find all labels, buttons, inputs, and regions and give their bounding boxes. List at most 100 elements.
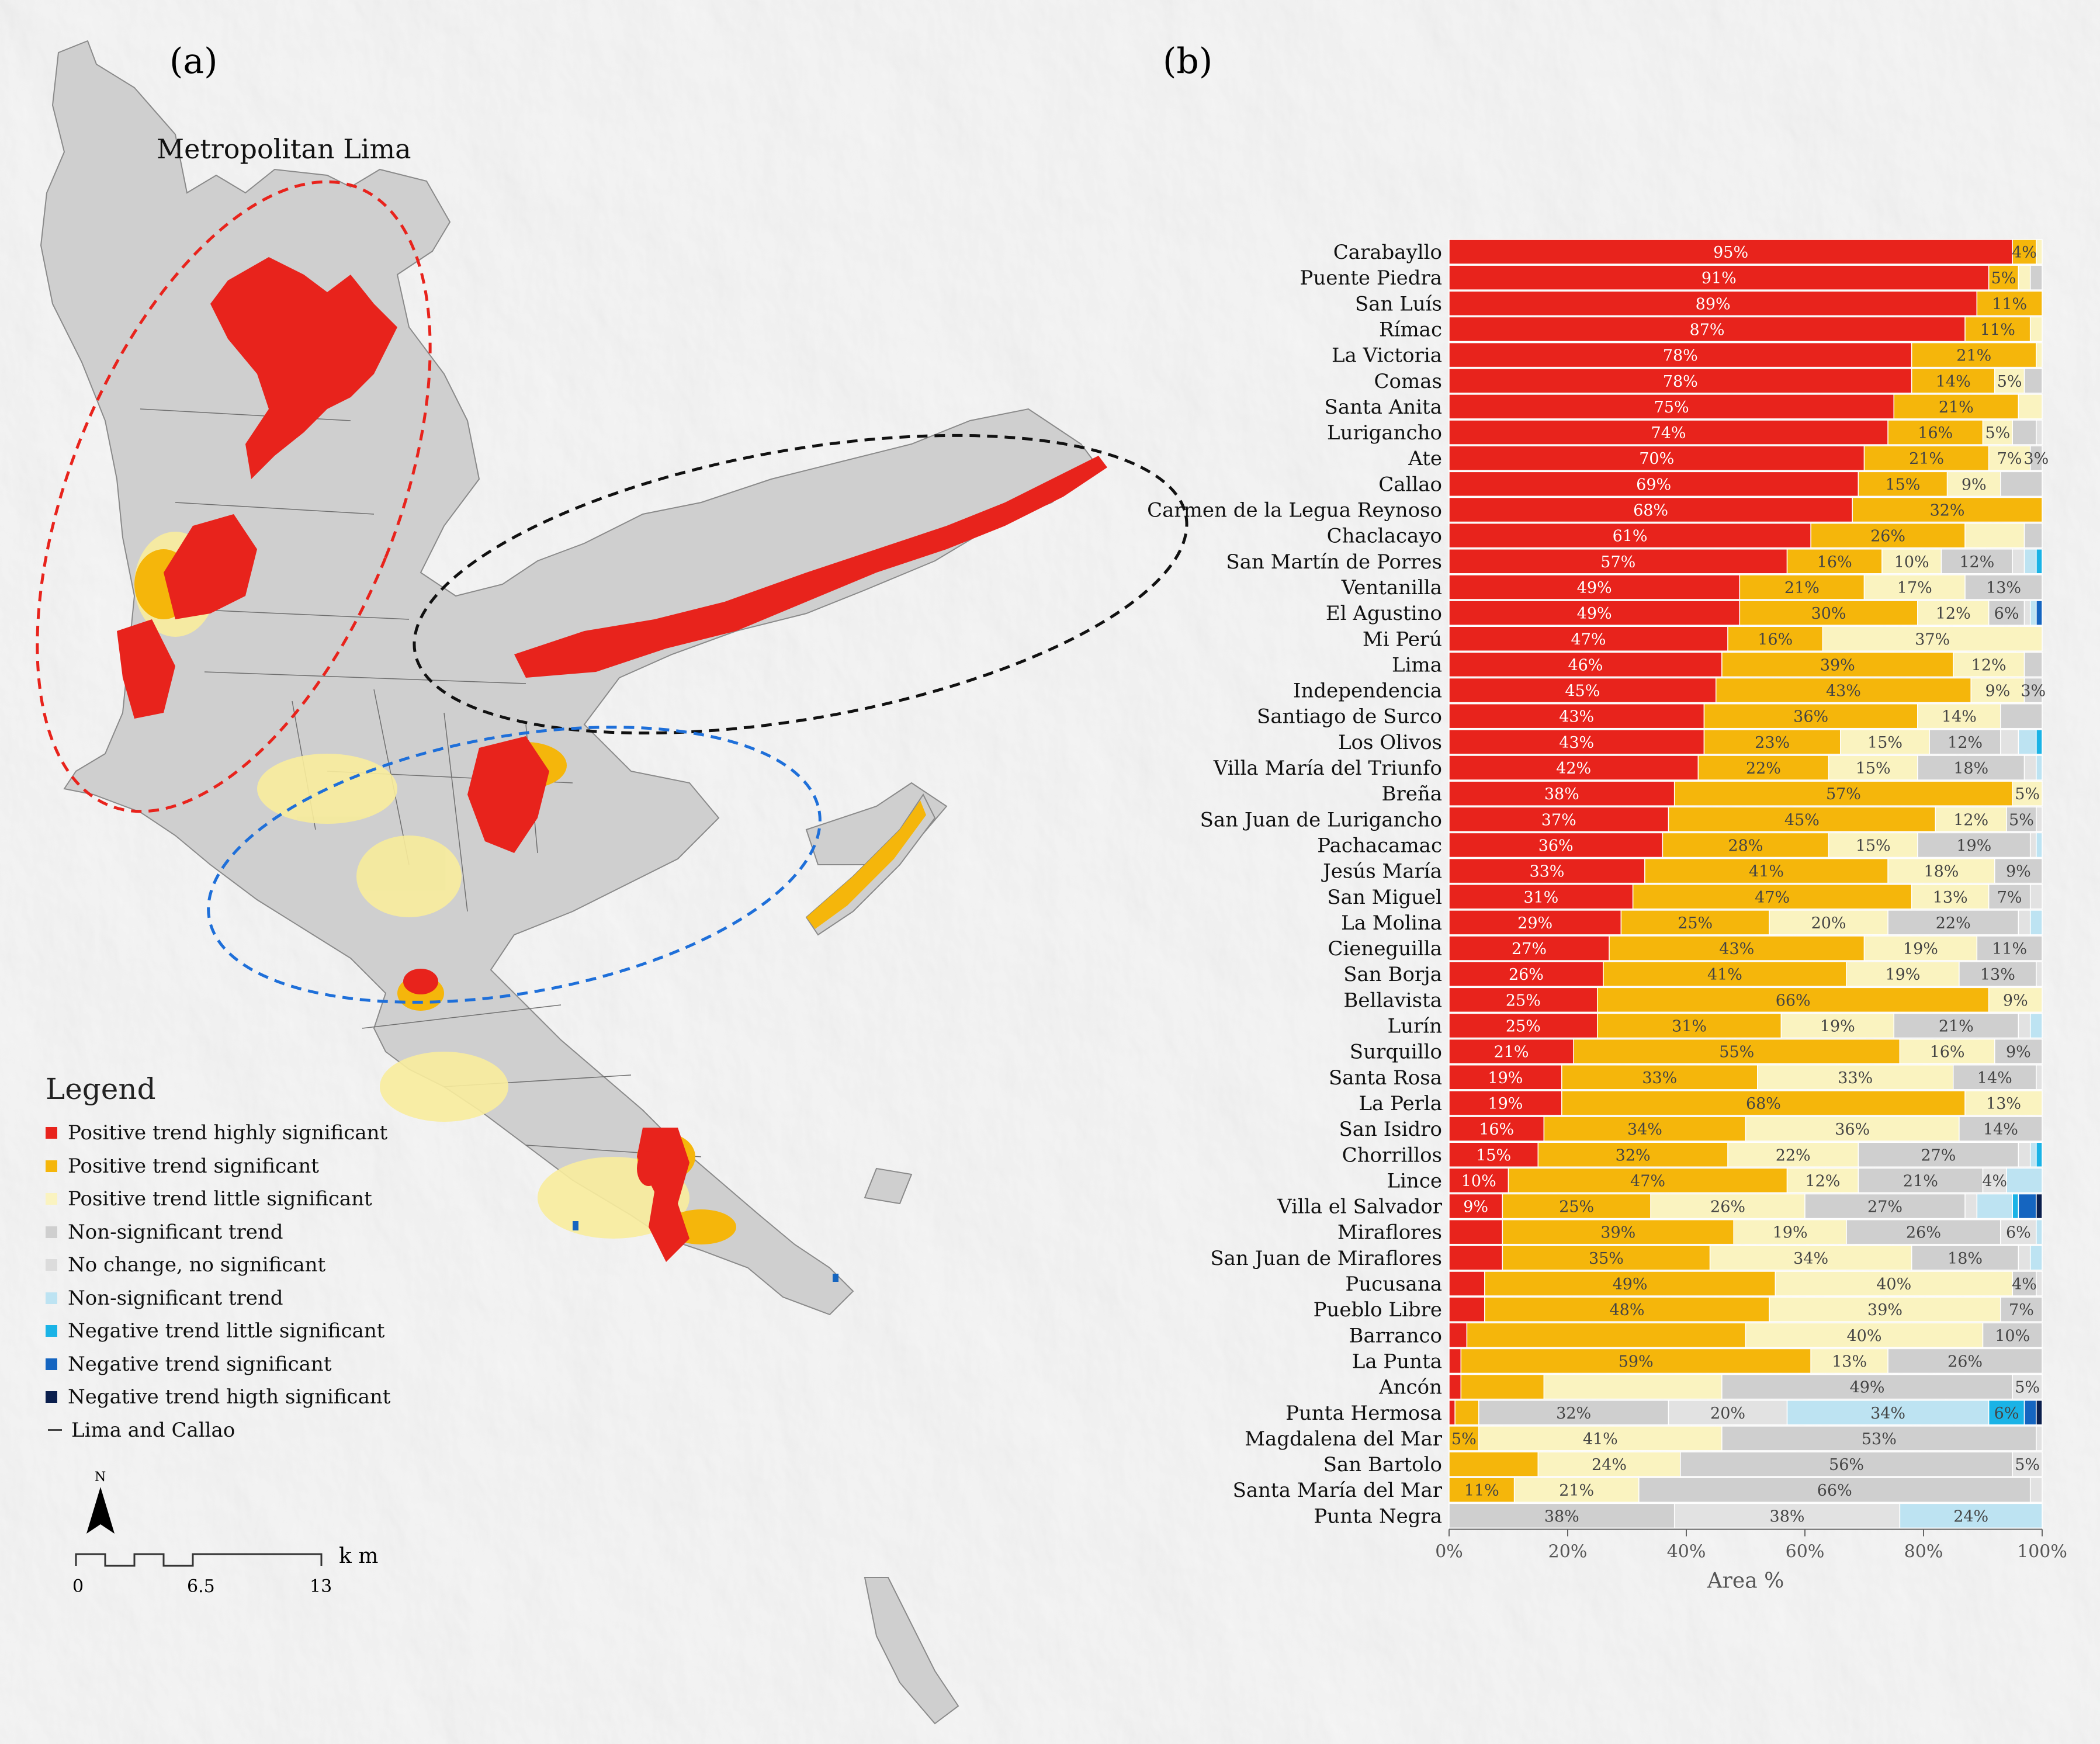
bar-segment [2036, 549, 2043, 574]
bar-segment [1721, 651, 1954, 678]
legend-item-label: Positive trend little significant [68, 1187, 372, 1211]
bar-segment [1448, 987, 1598, 1013]
legend-item: Positive trend significant [46, 1150, 455, 1183]
bar-data-label: 19% [1903, 940, 1938, 958]
bar-segment [1448, 832, 1664, 858]
bar-segment [1982, 419, 2013, 445]
row-label: Independencia [1293, 679, 1442, 703]
bar-segment [1786, 1167, 1859, 1194]
bar-segment [2023, 651, 2043, 678]
x-tick-label: 0% [1435, 1542, 1463, 1562]
bar-segment [1673, 781, 2013, 806]
bar-segment [1597, 1013, 1782, 1039]
bar-data-label: 49% [1577, 605, 1612, 623]
bar-data-label: 32% [1556, 1405, 1591, 1423]
district-lines-north [140, 408, 526, 684]
bar-segment [1448, 626, 1728, 651]
bar-data-label: 69% [1636, 476, 1671, 494]
bar-data-label: 43% [1559, 734, 1594, 752]
bar-data-label: 32% [1930, 502, 1965, 520]
bar-data-label: 31% [1672, 1018, 1707, 1036]
bar-segment [1739, 600, 1918, 626]
bar-segment [1964, 1090, 2043, 1116]
x-tick-label: 80% [1904, 1542, 1943, 1562]
bar-segment [1448, 1400, 1456, 1426]
bar-data-label: 61% [1613, 528, 1648, 546]
patch-little-2 [356, 835, 462, 917]
bar-segment [1988, 600, 2025, 626]
row-label: San Bartolo [1323, 1453, 1442, 1476]
bar-data-label: 38% [1770, 1507, 1805, 1525]
bar-data-label: 74% [1651, 424, 1686, 442]
legend-color-swatch [46, 1325, 57, 1337]
bar-data-label: 12% [1947, 734, 1983, 752]
row-label: Santiago de Surco [1257, 705, 1442, 729]
bar-data-label: 9% [2006, 1043, 2031, 1062]
bar-segment [2029, 316, 2043, 342]
bar-data-label: 25% [1678, 914, 1713, 932]
trend-positive-highly [117, 257, 1107, 1262]
bar-segment [1727, 626, 1824, 651]
bar-data-label: 9% [2006, 863, 2031, 881]
bar-segment [1537, 1142, 1728, 1167]
bar-segment [2036, 1400, 2043, 1426]
bar-data-label: 15% [1856, 760, 1891, 778]
patch-sig-east [806, 800, 926, 929]
bar-data-label: 31% [1523, 889, 1558, 907]
row-label: Carmen de la Legua Reynoso [1147, 499, 1442, 522]
bar-data-label: 40% [1876, 1275, 1911, 1294]
row-label: Magdalena del Mar [1245, 1427, 1443, 1451]
bar-data-label: 45% [1784, 811, 1820, 829]
legend-items: Positive trend highly significant Positiv… [46, 1117, 455, 1447]
bar-segment [1988, 265, 2019, 290]
bar-segment [2036, 1142, 2043, 1167]
bar-segment [1448, 1503, 1675, 1529]
scale-tick-end: 13 [310, 1576, 332, 1597]
bar-segment [1899, 1503, 2043, 1529]
bar-segment [1448, 1116, 1545, 1142]
bar-segment [1662, 832, 1829, 858]
bar-segment [1454, 1400, 1479, 1426]
bar-data-label: 42% [1556, 760, 1591, 778]
bar-data-label: 27% [1867, 1198, 1903, 1216]
bar-data-label: 41% [1749, 863, 1784, 881]
bar-segment [2018, 265, 2031, 290]
row-label: San Juan de Miraflores [1210, 1247, 1442, 1270]
bar-segment [1448, 961, 1604, 987]
bar-segment [1513, 1477, 1640, 1503]
bar-data-label: 3% [2021, 682, 2046, 701]
row-label: La Punta [1352, 1350, 1442, 1373]
x-tick-label: 60% [1786, 1542, 1825, 1562]
bar-data-label: 26% [1947, 1353, 1983, 1371]
bar-segment [1863, 935, 1978, 961]
bar-segment [1508, 1167, 1788, 1194]
bar-segment [2012, 781, 2043, 806]
bar-data-label: 68% [1746, 1095, 1781, 1113]
bar-segment [1448, 342, 1912, 368]
bar-segment [1561, 1065, 1758, 1090]
legend-color-swatch [46, 1292, 57, 1304]
bar-segment [2023, 600, 2031, 626]
bar-segment [1739, 574, 1865, 600]
bar-data-label: 38% [1544, 1507, 1579, 1525]
bar-data-label: 34% [1627, 1121, 1662, 1139]
bar-data-label: 36% [1538, 837, 1574, 855]
bar-segment [2036, 1219, 2043, 1245]
bar-data-label: 16% [1918, 424, 1953, 442]
bar-data-label: 5% [2015, 785, 2040, 803]
bar-segment [2036, 961, 2043, 987]
row-label: Rímac [1379, 318, 1442, 341]
bar-data-label: 24% [1592, 1456, 1627, 1474]
panel-b-label: (b) [1163, 41, 1213, 82]
bar-segment [2012, 239, 2037, 265]
row-label: Villa el Salvador [1277, 1195, 1443, 1219]
row-label: San Luís [1355, 292, 1442, 315]
bar-segment [1448, 1374, 1462, 1400]
bar-data-label: 13% [1986, 1095, 2021, 1113]
bar-data-label: 22% [1936, 914, 1971, 932]
bar-segment [1769, 910, 1888, 935]
bar-segment [2000, 471, 2043, 497]
map-title: Metropolitan Lima [157, 133, 411, 165]
bar-data-label: 13% [1980, 966, 2015, 984]
bar-segment [1448, 368, 1912, 394]
